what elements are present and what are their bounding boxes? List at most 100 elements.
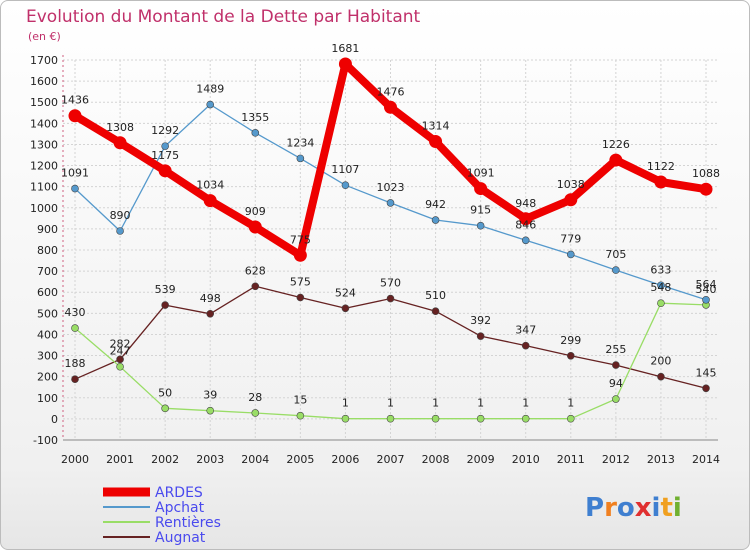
data-label: 1 (522, 397, 529, 410)
x-tick-label: 2014 (692, 453, 720, 466)
legend-label-apchat: Apchat (155, 500, 205, 516)
data-point (248, 220, 262, 234)
y-axis: -100 0 100 200 300 400 500 600 700 800 900 1000 1100… (30, 54, 64, 447)
data-point (203, 194, 217, 208)
data-label: 1308 (106, 121, 134, 134)
data-point (612, 266, 620, 274)
data-label: 282 (110, 337, 131, 350)
data-label: 188 (65, 357, 86, 370)
data-label: 570 (380, 277, 401, 290)
data-label: 942 (425, 198, 446, 211)
data-point (251, 282, 260, 291)
data-point (206, 309, 215, 318)
y-tick-label: -100 (33, 434, 58, 447)
y-tick-label: 300 (37, 350, 58, 363)
data-point (386, 414, 395, 423)
data-point (521, 414, 530, 423)
data-point (293, 248, 307, 262)
y-tick-label: 1500 (30, 96, 58, 109)
data-point (429, 134, 443, 148)
data-point (657, 299, 665, 308)
data-point (206, 406, 215, 415)
x-tick-label: 2010 (512, 453, 540, 466)
data-label: 1226 (602, 138, 630, 151)
data-point (161, 404, 169, 413)
y-tick-label: 400 (37, 328, 58, 341)
legend-label-ardes: ARDES (155, 485, 203, 501)
data-point (657, 281, 665, 290)
chart-subtitle: (en €) (28, 30, 61, 43)
x-tick-label: 2004 (241, 453, 269, 466)
x-tick-label: 2003 (196, 453, 224, 466)
data-point (341, 414, 350, 423)
data-label: 775 (290, 233, 311, 246)
data-label: 94 (609, 377, 623, 390)
data-point (341, 181, 350, 189)
data-label: 200 (650, 355, 671, 368)
data-point (161, 142, 169, 150)
data-point (116, 227, 124, 235)
data-point (521, 236, 530, 245)
data-point (609, 153, 623, 167)
data-label: 948 (515, 197, 536, 210)
y-tick-label: 1000 (30, 202, 58, 215)
x-tick-label: 2005 (286, 453, 314, 466)
y-tick-label: 1700 (30, 54, 58, 67)
data-label: 548 (650, 281, 671, 294)
data-label: 628 (245, 264, 266, 277)
data-label: 145 (696, 366, 717, 379)
data-point (251, 409, 260, 417)
y-tick-label: 500 (37, 307, 58, 320)
data-label: 1107 (331, 163, 359, 176)
data-point (71, 324, 79, 332)
data-point (296, 293, 305, 302)
y-tick-label: 1600 (30, 75, 58, 88)
data-label: 779 (560, 232, 581, 245)
data-label: 498 (200, 292, 221, 305)
data-point (612, 395, 620, 403)
x-tick-label: 2011 (557, 453, 585, 466)
x-tick-label: 2002 (151, 453, 179, 466)
data-label: 1088 (692, 167, 720, 180)
data-label: 50 (158, 386, 172, 399)
data-label: 1 (432, 397, 439, 410)
data-label: 1091 (61, 167, 89, 180)
data-point (251, 129, 260, 137)
data-label: 1 (342, 397, 349, 410)
data-label: 575 (290, 276, 311, 289)
data-label: 1355 (241, 111, 269, 124)
data-label: 524 (335, 286, 356, 299)
data-point (654, 175, 668, 189)
data-point (474, 182, 488, 196)
data-label: 1436 (61, 94, 89, 107)
data-point (341, 304, 350, 313)
y-tick-label: 1100 (30, 181, 58, 194)
data-point (158, 164, 172, 178)
data-point (702, 296, 710, 304)
data-point (113, 136, 127, 150)
x-axis: 2000 2001 2002 2003 2004 2005 2006 2007 2008 2009… (61, 439, 720, 466)
data-label: 1234 (286, 136, 314, 149)
series-layer (68, 57, 713, 423)
data-point (296, 154, 305, 163)
data-point (431, 307, 440, 316)
data-point (699, 182, 713, 196)
data-point (71, 184, 79, 193)
data-label: 539 (155, 283, 176, 296)
data-point (206, 100, 215, 109)
proxiti-logo: Proxiti (585, 493, 682, 523)
y-tick-label: 0 (51, 413, 58, 426)
data-point (384, 100, 397, 114)
data-point (386, 199, 395, 207)
data-label: 1681 (331, 42, 359, 55)
data-label: 1476 (377, 85, 405, 98)
y-tick-label: 200 (37, 371, 58, 384)
y-tick-label: 100 (37, 392, 58, 405)
y-tick-label: 1200 (30, 160, 58, 173)
data-point (519, 212, 533, 226)
y-tick-label: 700 (37, 265, 58, 278)
x-tick-label: 2012 (602, 453, 630, 466)
data-point (476, 332, 485, 340)
data-point (386, 294, 395, 303)
data-label: 39 (203, 389, 217, 402)
